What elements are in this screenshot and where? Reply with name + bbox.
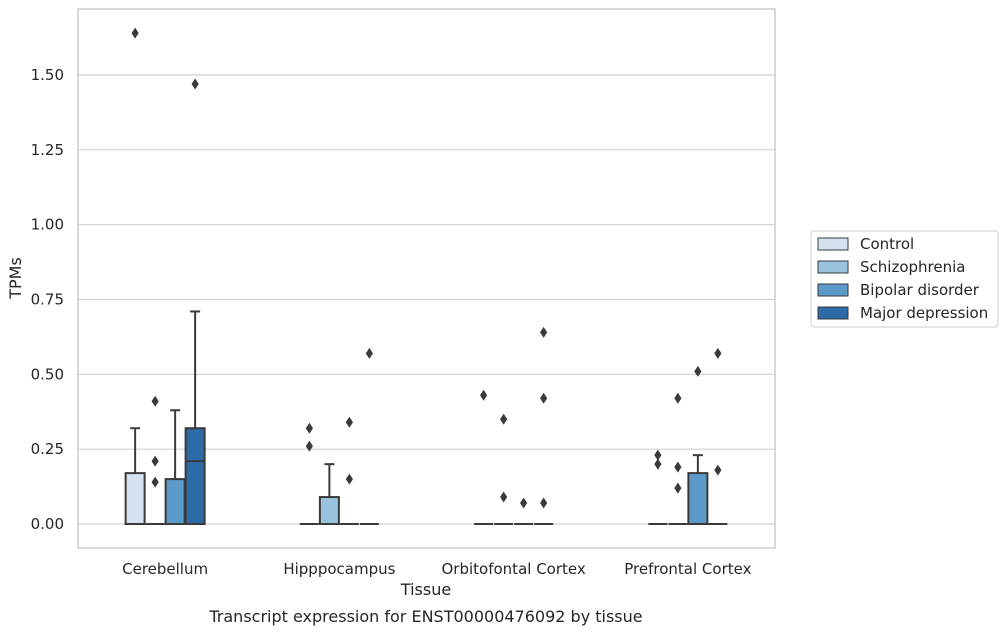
outlier-point	[714, 347, 722, 359]
outlier-point	[131, 27, 139, 39]
box-control	[299, 422, 319, 525]
legend-entry-label: Schizophrenia	[860, 258, 965, 276]
box-major-depression	[534, 326, 554, 525]
outlier-point	[500, 491, 508, 503]
x-axis-label: Tissue	[400, 580, 451, 599]
outlier-point	[480, 389, 488, 401]
box	[687, 472, 709, 526]
outlier-point	[540, 497, 548, 509]
box-control	[474, 389, 494, 525]
box	[124, 472, 146, 526]
box-bipolar-disorder	[164, 409, 186, 526]
box-bipolar-disorder	[339, 416, 359, 525]
box-schizophrenia	[668, 392, 688, 525]
legend-swatch	[817, 237, 849, 251]
outlier-point	[365, 347, 373, 359]
box-schizophrenia	[318, 463, 340, 525]
outlier-point	[540, 392, 548, 404]
x-tick-label: Orbitofontal Cortex	[442, 560, 586, 578]
box-bipolar-disorder	[514, 497, 534, 525]
y-axis-label: TPMs	[6, 257, 25, 300]
outlier-point	[654, 458, 662, 470]
legend-entry-label: Bipolar disorder	[860, 281, 980, 299]
x-tick-label: Cerebellum	[122, 560, 208, 578]
y-tick-label: 1.25	[31, 141, 64, 159]
plot-area	[78, 9, 775, 548]
outlier-point	[674, 392, 682, 404]
y-tick-label: 0.25	[31, 440, 64, 458]
outlier-point	[500, 413, 508, 425]
outlier-point	[345, 473, 353, 485]
outlier-point	[674, 461, 682, 473]
outlier-point	[714, 464, 722, 476]
x-tick-label: Hipppocampus	[283, 560, 395, 578]
legend-swatch	[817, 260, 849, 274]
outlier-point	[151, 455, 159, 467]
y-tick-label: 0.75	[31, 291, 64, 309]
outlier-point	[694, 365, 702, 377]
legend-swatch	[817, 306, 849, 320]
outlier-point	[305, 440, 313, 452]
outlier-point	[654, 449, 662, 461]
x-axis-ticks: Cerebellum Hipppocampus Orbitofontal Corte…	[122, 560, 751, 578]
box-major-depression	[184, 78, 206, 526]
y-tick-label: 1.00	[31, 216, 64, 234]
legend-entry-label: Major depression	[860, 304, 988, 322]
box	[184, 427, 206, 526]
box	[318, 496, 340, 525]
legend-swatch	[817, 283, 849, 297]
x-tick-label: Prefrontal Cortex	[624, 560, 751, 578]
legend-entry-label: Control	[860, 235, 914, 253]
box-bipolar-disorder	[687, 365, 709, 526]
chart-caption: Transcript expression for ENST0000047609…	[208, 607, 642, 626]
outlier-point	[345, 416, 353, 428]
box	[164, 478, 186, 526]
legend-frame	[810, 230, 999, 328]
outlier-point	[540, 326, 548, 338]
plot-frame	[77, 8, 776, 549]
y-axis-ticks: 0.00 0.25 0.50 0.75 1.00 1.25 1.50	[31, 66, 64, 533]
outlier-point	[520, 497, 528, 509]
box-schizophrenia	[494, 413, 514, 525]
outlier-point	[151, 476, 159, 488]
box-schizophrenia	[145, 395, 165, 525]
outlier-point	[191, 78, 199, 90]
y-tick-label: 1.50	[31, 66, 64, 84]
outlier-point	[305, 422, 313, 434]
y-tick-label: 0.00	[31, 515, 64, 533]
outlier-point	[674, 482, 682, 494]
box-major-depression	[359, 347, 379, 525]
outlier-point	[151, 395, 159, 407]
box-control	[124, 27, 146, 526]
legend: Control Schizophrenia Bipolar disorder Majo…	[810, 230, 999, 328]
box-major-depression	[708, 347, 728, 525]
y-tick-label: 0.50	[31, 365, 64, 383]
box-groups	[124, 27, 728, 526]
box-control	[648, 449, 668, 525]
